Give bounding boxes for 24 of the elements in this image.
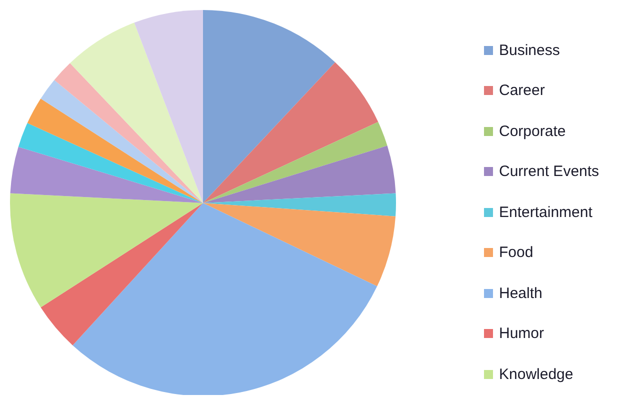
legend-label: Current Events: [499, 163, 600, 180]
pie-slice: [70, 22, 203, 203]
pie-slice: [10, 146, 203, 203]
pie-slice: [203, 122, 388, 203]
pie-slice: [40, 80, 203, 203]
pie-slice: [203, 203, 396, 286]
legend-label: Career: [499, 82, 545, 100]
legend-label: Business: [499, 42, 560, 59]
pie-slice: [18, 123, 203, 203]
pie-slice: [134, 10, 203, 203]
pie-slice: [203, 10, 336, 203]
legend-label: Corporate: [499, 122, 566, 140]
pie-slice: [40, 203, 203, 346]
legend-label: Health: [499, 284, 542, 302]
pie-slice: [27, 98, 203, 203]
legend-label: Food: [499, 244, 534, 262]
legend-label: Knowledge: [499, 366, 574, 383]
pie-slice: [54, 63, 203, 203]
pie-slice: [203, 146, 396, 203]
pie-slice: [72, 203, 378, 395]
pie-slice: [203, 62, 378, 203]
legend-label: Humor: [499, 325, 544, 342]
legend-label: Entertainment: [499, 204, 592, 221]
pie-slice: [10, 193, 203, 308]
